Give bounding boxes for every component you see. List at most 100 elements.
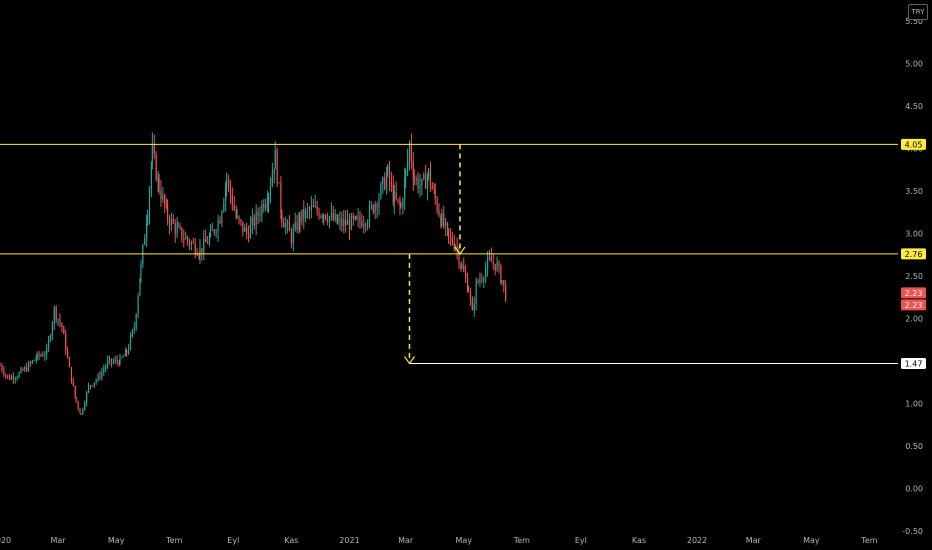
price-tags-group: 4.05 2.76 1.47 2.23 2.23 (901, 138, 926, 369)
candle-body (91, 385, 93, 387)
candle-body (142, 244, 144, 265)
x-tick-label: Tem (165, 536, 182, 545)
candle-body (308, 209, 311, 211)
candle-body (118, 361, 120, 365)
x-tick-label: 2020 (0, 536, 11, 545)
candle-body (157, 177, 159, 181)
candle-body (316, 205, 318, 212)
candle-body (427, 169, 430, 177)
candle-body (456, 245, 458, 251)
candle-body (236, 216, 238, 218)
candle-body (215, 231, 217, 233)
candle-body (436, 198, 438, 211)
candle-body (188, 240, 191, 245)
y-tick-label: 5.50 (905, 17, 923, 26)
candle-body (24, 367, 26, 371)
price-tag-box (901, 287, 926, 299)
candle-body (119, 357, 121, 365)
candle-body (376, 204, 378, 208)
candle-body (192, 242, 194, 244)
candle-body (378, 197, 380, 208)
candle-body (20, 368, 22, 373)
candle-body (211, 230, 213, 232)
candle-body (278, 182, 280, 184)
candle-body (29, 362, 32, 364)
candle-body (51, 323, 53, 336)
candle-body (490, 256, 492, 262)
candle-body (446, 222, 449, 230)
candle-body (397, 198, 399, 201)
candle-body (3, 370, 5, 375)
candle-body (412, 162, 414, 180)
candle-body (473, 303, 475, 311)
candle-body (404, 177, 406, 201)
candle-body (325, 214, 327, 220)
candle-body (357, 216, 359, 219)
candle-body (419, 185, 421, 189)
candle-body (368, 206, 371, 223)
candle-body (290, 230, 292, 244)
candle-body (298, 215, 300, 230)
candle-body (292, 229, 294, 244)
candle-body (27, 362, 30, 371)
candle-body (53, 307, 55, 324)
candle-body (7, 375, 9, 377)
candle-body (415, 178, 417, 181)
candle-body (247, 233, 250, 238)
x-tick-label: Tem (860, 536, 877, 545)
candle-body (281, 212, 283, 223)
candle-body (206, 242, 209, 244)
candle-body (286, 222, 289, 225)
candle-body (372, 205, 374, 213)
candle-body (479, 279, 481, 283)
candle-body (38, 353, 40, 356)
candle-body (101, 371, 103, 378)
candle-body (483, 278, 485, 281)
x-tick-label: May (108, 536, 125, 545)
candle-body (477, 280, 479, 283)
candle-body (501, 280, 503, 283)
candle-body (199, 248, 201, 256)
price-tag-label: 2.23 (905, 289, 923, 298)
candle-body (47, 339, 50, 349)
candle-body (14, 378, 16, 380)
candle-body (461, 265, 463, 268)
candle-body (166, 205, 168, 207)
candle-body (469, 291, 472, 299)
candle-body (203, 238, 205, 253)
candle-body (72, 381, 74, 386)
candle-body (174, 223, 176, 234)
candle-body (263, 204, 265, 209)
candle-body (343, 219, 345, 226)
candle-body (339, 218, 341, 222)
y-tick-label: -0.50 (902, 527, 923, 536)
candle-body (105, 366, 107, 370)
y-tick-label: 0.50 (905, 442, 923, 451)
candle-body (294, 221, 296, 230)
candle-body (183, 239, 185, 241)
candle-body (67, 351, 69, 358)
candle-body (496, 262, 498, 271)
candle-body (63, 327, 65, 334)
candle-body (336, 214, 338, 223)
candle-body (80, 413, 82, 415)
candle-body (227, 179, 230, 183)
candle-body (405, 170, 407, 178)
candle-body (249, 224, 252, 238)
candle-body (86, 392, 88, 403)
candles-group (0, 132, 507, 416)
candle-body (266, 201, 269, 205)
candle-body (49, 335, 52, 340)
candle-body (406, 159, 409, 171)
candle-body (257, 211, 259, 216)
candle-body (121, 357, 123, 359)
candle-body (46, 348, 48, 356)
currency-button[interactable]: TRY (908, 4, 928, 20)
price-tag-label: 1.47 (905, 359, 923, 368)
candle-body (135, 314, 137, 328)
candle-body (273, 169, 275, 174)
candle-body (310, 205, 312, 211)
candle-body (426, 176, 429, 189)
y-tick-label: 3.50 (905, 187, 923, 196)
